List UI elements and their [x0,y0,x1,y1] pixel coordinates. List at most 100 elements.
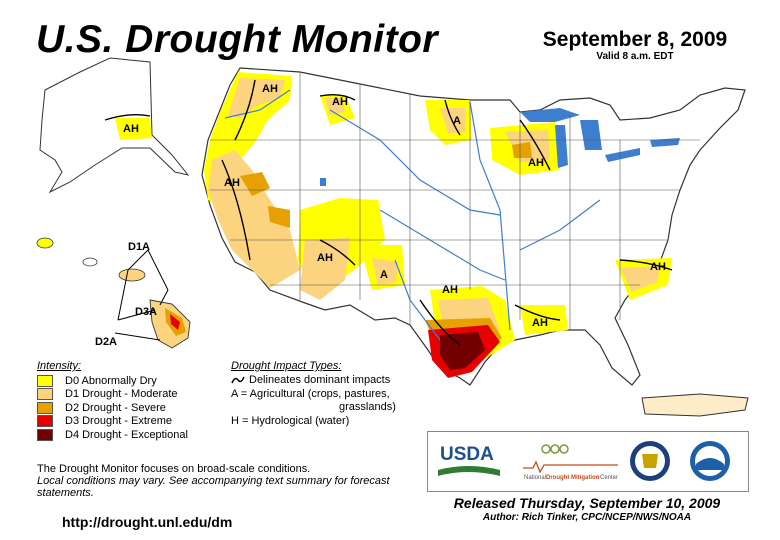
label-ah-carolina: AH [650,261,666,273]
impact-agricultural-cont: grasslands) [339,401,396,413]
impact-lines [104,79,673,346]
intensity-legend: Intensity: D0 Abnormally Dry D1 Drought … [37,360,237,442]
d4-texas-south [440,332,485,370]
legend-swatch-d4 [37,428,53,441]
impact-heading: Drought Impact Types: [231,360,342,372]
legend-swatch-d3 [37,415,53,428]
impact-agricultural: A = Agricultural (crops, pastures, [231,387,390,400]
impact-line-se [619,259,673,271]
drought-shading [204,72,672,378]
great-salt-lake [320,178,326,186]
source-url[interactable]: http://drought.unl.edu/dm [62,514,233,530]
d1-montana [325,98,345,115]
disclaimer-line1: The Drought Monitor focuses on broad-sca… [37,463,311,475]
hawaii-oahu [82,257,98,267]
legend-row-d0: D0 Abnormally Dry [37,374,237,388]
legend-label-d0: D0 Abnormally Dry [65,374,157,387]
label-ah-california: AH [224,177,240,189]
noaa-seal-icon [690,441,730,481]
impact-line-mn [444,99,461,136]
ohio-river [519,199,601,251]
alaska-land [39,57,190,194]
legend-label-d1: D1 Drought - Moderate [65,388,178,401]
lake-huron [580,120,602,150]
ndmc-suffix: Center [600,475,618,481]
label-a-minnesota: A [453,115,461,127]
legend-label-d4: D4 Drought - Exceptional [65,428,188,441]
label-d3a: D3A [135,306,157,318]
legend-swatch-d1 [37,388,53,401]
hawaii-maui [118,268,146,282]
label-d2a: D2A [95,336,117,348]
puerto-rico-land [641,393,749,417]
lake-erie [605,148,640,162]
map-title: U.S. Drought Monitor [36,18,439,61]
arkansas-river [379,209,506,281]
impact-line-az [319,239,356,266]
released-date: Released Thursday, September 10, 2009 [453,495,721,511]
hawaii-big-island-extreme [170,314,180,330]
columbia-river [224,89,291,119]
impact-legend: Drought Impact Types: Delineates dominan… [231,360,431,428]
label-a-new-mexico: A [380,269,388,281]
label-ah-arizona: AH [317,252,333,264]
lake-michigan [555,125,568,168]
date-block: September 8, 2009 Valid 8 a.m. EDT [520,28,750,62]
legend-row-d2: D2 Drought - Severe [37,401,237,415]
d1-pacific-nw [228,78,285,118]
lake-superior [520,108,580,122]
legend-swatch-d2 [37,401,53,414]
label-d1a: D1A [128,241,150,253]
usda-logo-text: USDA [440,444,494,465]
legend-swatch-d0 [37,374,53,387]
d1-arizona [300,238,350,300]
d2-california-central [268,206,290,228]
label-ah-wisconsin: AH [528,157,544,169]
impact-hydrological: H = Hydrological (water) [231,414,350,427]
impact-line-symbol-icon [231,376,245,384]
legend-row-d1: D1 Drought - Moderate [37,388,237,402]
d1-new-mexico [372,258,398,285]
label-ah-louisiana: AH [532,317,548,329]
impact-line-ak [104,113,151,121]
impact-line-nw [234,79,256,141]
mississippi-river [469,101,511,331]
legend-heading: Intensity: [37,360,82,372]
ndmc-name: Drought Mitigation [546,475,600,481]
d1-minnesota [440,108,466,133]
valid-time: Valid 8 a.m. EDT [596,51,674,62]
impact-line-mt [319,93,356,101]
usda-logo: USDA [438,444,500,476]
label-ah-alaska: AH [123,123,139,135]
commerce-seal-icon [630,441,670,481]
alaska-drought [115,118,152,140]
legend-row-d3: D3 Drought - Extreme [37,415,237,429]
disclaimer: The Drought Monitor focuses on broad-sca… [37,463,417,499]
label-ah-pacific-nw: AH [262,83,278,95]
map-date: September 8, 2009 [542,28,728,51]
impact-line-tx [419,299,461,346]
conus-land [201,67,746,386]
ndmc-logo: National Drought Mitigation Center [523,444,618,481]
d2-wisconsin [512,142,532,158]
impact-delineates-text: Delineates dominant impacts [249,374,391,386]
ndmc-prefix: National [524,475,546,481]
agency-logos: USDA National Drought Mitigation Center [427,431,749,492]
hawaii-kauai [36,237,54,249]
label-ah-montana: AH [332,96,348,108]
label-ah-texas: AH [442,284,458,296]
missouri-river [329,109,501,216]
legend-label-d3: D3 Drought - Extreme [65,415,172,428]
d1-southeast [620,266,660,292]
hawaii-leaders [114,249,169,341]
impact-delineates-row: Delineates dominant impacts [231,374,431,388]
disclaimer-line2: Local conditions may vary. See accompany… [37,475,390,499]
state-borders [210,72,700,330]
author: Author: Rich Tinker, CPC/NCEP/NWS/NOAA [482,512,692,523]
legend-label-d2: D2 Drought - Severe [65,401,166,414]
impact-line-la [514,304,561,321]
legend-row-d4: D4 Drought - Exceptional [37,428,237,442]
impact-line-ca [221,159,251,261]
impact-line-wi [519,119,551,171]
